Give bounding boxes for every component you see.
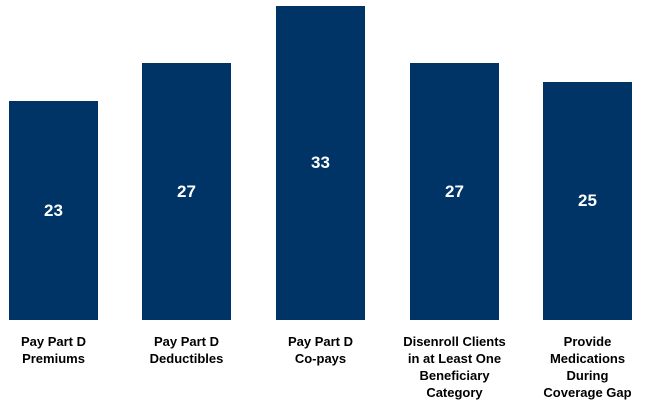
category-label-line: Deductibles (149, 351, 224, 366)
bar-3 (276, 6, 365, 320)
data-label-2: 27 (177, 181, 196, 201)
data-label-5: 25 (578, 191, 597, 210)
category-label-line: Pay Part D (287, 334, 354, 349)
category-label-line: in at Least One (407, 351, 502, 366)
category-label-line: Category (426, 385, 483, 400)
category-label-4: Disenroll Clients in at Least One Benefici… (390, 333, 519, 401)
category-label-3: Pay Part D Co-pays (256, 333, 385, 367)
category-label-line: Pay Part D (153, 334, 220, 349)
data-label-1: 23 (44, 200, 63, 220)
bar-2 (142, 63, 231, 320)
category-label-line: Pay Part D (20, 334, 87, 349)
bar-5 (543, 82, 632, 320)
category-label-line: Co-pays (294, 351, 347, 366)
category-label-line: Provide (563, 334, 612, 349)
category-label-line: Disenroll Clients (403, 334, 506, 349)
category-label-1: Pay Part D Premiums (0, 333, 118, 367)
bar-4 (410, 63, 499, 320)
category-label-line: Coverage Gap (543, 385, 632, 400)
data-label-3: 33 (311, 153, 330, 172)
bar-1 (9, 101, 98, 320)
category-label-line: Medications (549, 351, 626, 366)
category-label-line: During (566, 368, 609, 383)
category-label-5: Provide Medications During Coverage Gap (523, 333, 646, 401)
data-label-4: 27 (445, 181, 464, 201)
category-label-2: Pay Part D Deductibles (122, 333, 251, 367)
category-label-line: Premiums (22, 351, 85, 366)
category-label-line: Beneficiary (419, 368, 490, 383)
